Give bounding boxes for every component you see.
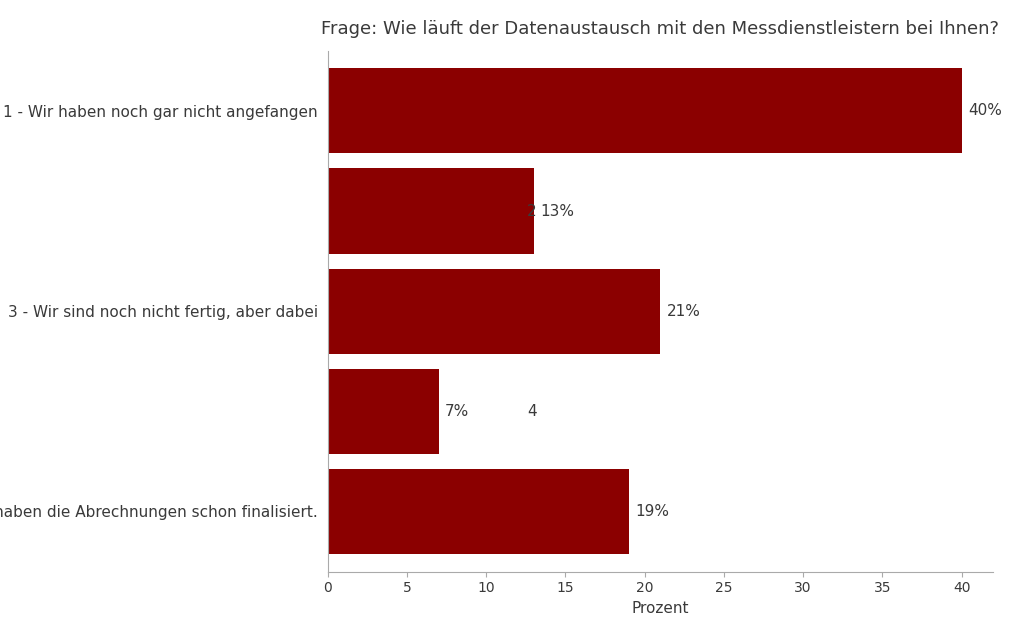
Text: 2: 2 xyxy=(527,203,537,218)
Text: 7%: 7% xyxy=(445,404,469,419)
Text: 4: 4 xyxy=(527,404,537,419)
Bar xyxy=(328,69,962,154)
Bar xyxy=(328,168,534,253)
Bar xyxy=(328,369,438,454)
Bar xyxy=(328,469,629,554)
X-axis label: Prozent: Prozent xyxy=(632,601,689,616)
Text: 19%: 19% xyxy=(635,504,669,519)
Text: 13%: 13% xyxy=(540,203,574,218)
Text: 21%: 21% xyxy=(667,304,700,319)
Title: Frage: Wie läuft der Datenaustausch mit den Messdienstleistern bei Ihnen?: Frage: Wie läuft der Datenaustausch mit … xyxy=(322,20,999,38)
Bar xyxy=(328,269,660,354)
Text: 40%: 40% xyxy=(968,104,1001,118)
